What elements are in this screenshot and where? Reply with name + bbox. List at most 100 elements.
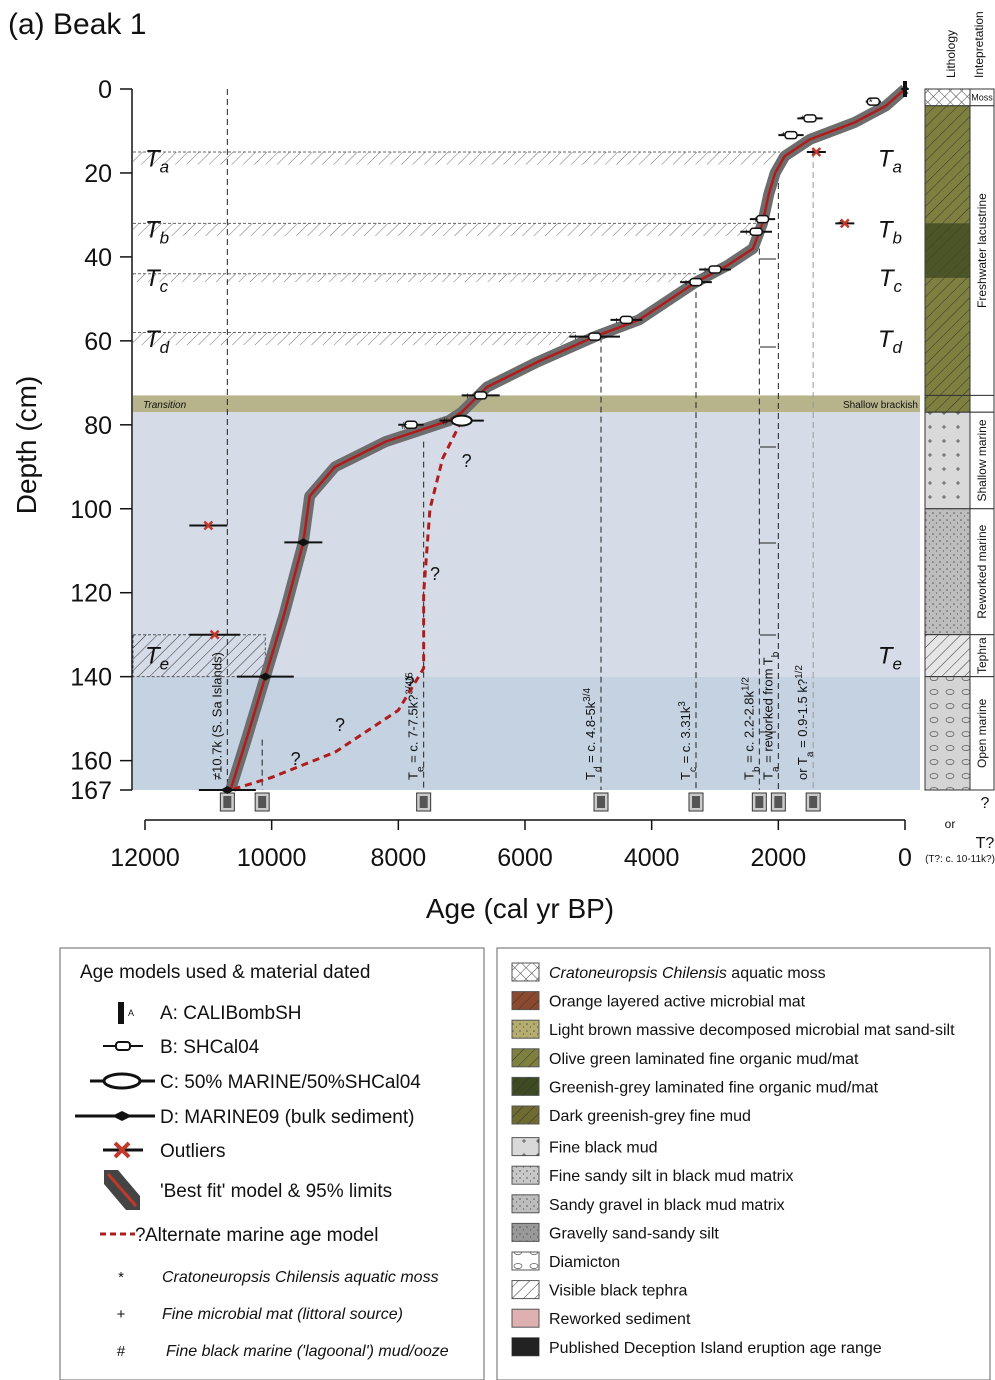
- eruption-icon-inner: [774, 796, 782, 808]
- eruption-icon-inner: [755, 796, 763, 808]
- legend-icon: [118, 1002, 124, 1024]
- legend-symbol: *: [118, 1269, 124, 1286]
- lithology-note: ?: [981, 795, 990, 812]
- tephra-sub: d: [893, 338, 903, 357]
- label-part: = c. 4.8-5k: [583, 701, 598, 766]
- sample-marker: [750, 228, 762, 235]
- legend-item: Published Deception Island eruption age …: [549, 1340, 882, 1357]
- y-tick-label: 0: [98, 76, 112, 104]
- tephra-sub: b: [160, 229, 169, 248]
- question-mark: ?: [335, 715, 345, 735]
- legend-swatch-pattern: [512, 963, 539, 981]
- eruption-icon-inner: [809, 796, 817, 808]
- legend-item: D: MARINE09 (bulk sediment): [160, 1107, 414, 1128]
- legend-swatch-pattern: [512, 1106, 539, 1124]
- y-tick-label: 40: [84, 244, 112, 272]
- tephra-label: Ta: [878, 145, 902, 176]
- legend-swatch-pattern: [512, 992, 539, 1010]
- tephra-sub: d: [160, 338, 170, 357]
- label-part: T: [678, 772, 693, 780]
- interp-label: Shallow marine: [975, 419, 989, 501]
- figure: TransitionShallow brackishTaTaTbTbTcTcTd…: [0, 0, 995, 1380]
- legend-swatch-pattern: [512, 1281, 539, 1299]
- legend-swatch-pattern: [512, 1338, 539, 1356]
- sample-symbol: +: [683, 278, 689, 289]
- age-line-label: ≠10.7k (S. Sa Islands): [209, 652, 224, 780]
- legend-symbol: #: [117, 1343, 126, 1360]
- label-part: 3: [677, 701, 688, 707]
- tephra-sub: a: [893, 157, 902, 176]
- legend-item: Greenish-grey laminated fine organic mud…: [549, 1079, 879, 1096]
- tephra-sub: a: [160, 157, 169, 176]
- legend-item: Reworked sediment: [549, 1311, 691, 1328]
- sample-symbol: +: [465, 391, 471, 402]
- x-tick-label: 4000: [624, 844, 680, 872]
- legend-text: Orange layered active microbial mat: [549, 994, 806, 1011]
- label-part: 3/4: [582, 687, 593, 701]
- label-part: T: [741, 772, 756, 780]
- label-part: T: [406, 772, 421, 780]
- sample-marker: [690, 279, 702, 286]
- legend-text: aquatic moss: [727, 965, 826, 982]
- sample-symbol: *: [838, 219, 842, 230]
- tephra-label: Td: [145, 326, 170, 357]
- lithology-pattern: [925, 395, 970, 412]
- y-axis-label: Depth (cm): [11, 376, 42, 514]
- tephra-label: Tc: [879, 265, 903, 296]
- interp-cell: [970, 395, 994, 412]
- legend-swatch-pattern: [512, 1077, 539, 1095]
- lithology-header: Intepretation: [972, 11, 986, 78]
- y-tick-label: 140: [70, 664, 112, 692]
- tephra-label: Td: [878, 326, 903, 357]
- chart-title: (a) Beak 1: [8, 8, 146, 41]
- eruption-icon-inner: [597, 796, 605, 808]
- interp-label: Freshwater lacustrine: [975, 193, 989, 308]
- label-part: = c. 7-7.5k?: [406, 695, 421, 767]
- sample-symbol: +: [702, 265, 708, 276]
- legend-icon-label: A: [128, 1008, 134, 1018]
- legend-swatch-pattern: [512, 1049, 539, 1067]
- legend-item: Cratoneuropsis Chilensis aquatic moss: [162, 1269, 439, 1286]
- legend-text: Olive green laminated fine organic mud/m…: [549, 1051, 859, 1068]
- y-tick-label: 120: [70, 580, 112, 608]
- x-tick-label: 0: [898, 844, 912, 872]
- legend-text: Dark greenish-grey fine mud: [549, 1108, 751, 1125]
- sample-symbol: *: [869, 98, 873, 109]
- legend-item: Fine microbial mat (littoral source): [162, 1306, 403, 1323]
- legend-item: Fine sandy silt in black mud matrix: [549, 1168, 794, 1185]
- label-part: or T: [795, 757, 810, 780]
- legend-item: C: 50% MARINE/50%SHCal04: [160, 1072, 421, 1093]
- legend-item: Alternate marine age model: [145, 1225, 378, 1246]
- lithology-pattern: [925, 412, 970, 509]
- label-part: T: [583, 772, 598, 780]
- y-tick-label: 160: [70, 748, 112, 776]
- eruption-icon-inner: [420, 796, 428, 808]
- y-tick-label: 60: [84, 328, 112, 356]
- label-part: T: [760, 772, 775, 780]
- legend-item: 'Best fit' model & 95% limits: [160, 1181, 392, 1202]
- sample-symbol: *: [800, 114, 804, 125]
- legend-item: Light brown massive decomposed microbial…: [549, 1022, 955, 1039]
- legend-text: Sandy gravel in black mud matrix: [549, 1197, 785, 1214]
- tephra-sub: c: [160, 277, 169, 296]
- sample-symbol: #: [443, 417, 449, 428]
- legend-item: Fine black mud: [549, 1140, 658, 1157]
- x-tick-label: 12000: [110, 844, 180, 872]
- sample-symbol: *: [781, 131, 785, 142]
- interp-label: Reworked marine: [975, 524, 989, 618]
- legend-item: Cratoneuropsis Chilensis aquatic moss: [549, 965, 826, 982]
- legend-item: Visible black tephra: [549, 1283, 688, 1300]
- legend-swatch-pattern: [512, 1020, 539, 1038]
- legend-item: Outliers: [160, 1141, 225, 1162]
- eruption-icon-inner: [692, 796, 700, 808]
- legend-item: B: SHCal04: [160, 1037, 260, 1058]
- legend-text: Gravelly sand-sandy silt: [549, 1225, 719, 1242]
- sample-symbol: +: [753, 215, 759, 226]
- question-mark: ?: [430, 564, 440, 584]
- legend-icon: [112, 1111, 132, 1121]
- x-tick-label: 10000: [237, 844, 307, 872]
- label-part: 1/2: [740, 677, 751, 691]
- interp-label: Tephra: [975, 637, 989, 674]
- eruption-icon-inner: [258, 796, 266, 808]
